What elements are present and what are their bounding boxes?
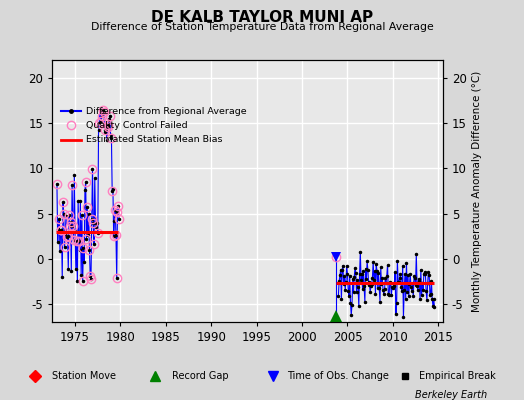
Text: Quality Control Failed: Quality Control Failed: [86, 120, 188, 130]
Text: Empirical Break: Empirical Break: [419, 371, 496, 381]
Y-axis label: Monthly Temperature Anomaly Difference (°C): Monthly Temperature Anomaly Difference (…: [472, 70, 482, 312]
Text: Station Move: Station Move: [51, 371, 116, 381]
Text: Time of Obs. Change: Time of Obs. Change: [287, 371, 389, 381]
Text: Record Gap: Record Gap: [172, 371, 228, 381]
Text: Difference from Regional Average: Difference from Regional Average: [86, 106, 247, 116]
Text: DE KALB TAYLOR MUNI AP: DE KALB TAYLOR MUNI AP: [151, 10, 373, 25]
Text: Estimated Station Mean Bias: Estimated Station Mean Bias: [86, 136, 223, 144]
Text: Difference of Station Temperature Data from Regional Average: Difference of Station Temperature Data f…: [91, 22, 433, 32]
Text: Berkeley Earth: Berkeley Earth: [415, 390, 487, 400]
